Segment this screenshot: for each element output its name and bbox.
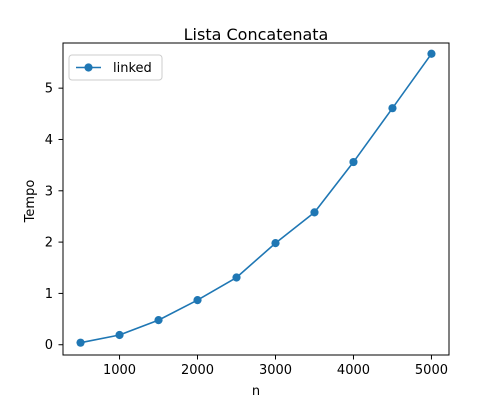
plot-area: 1000 2000 3000 4000 5000 0 1 2 3 4 5 linked (45, 42, 450, 378)
y-tick-label: 5 (45, 82, 53, 97)
data-point (232, 273, 241, 282)
y-axis-label: Tempo (23, 180, 38, 224)
chart-title: Lista Concatenata (184, 25, 329, 44)
x-axis-label: n (252, 384, 260, 399)
x-tick-label: 2000 (181, 363, 214, 378)
data-point (349, 157, 358, 167)
x-axis-ticks: 1000 2000 3000 4000 5000 (103, 355, 448, 378)
y-tick-label: 3 (45, 184, 53, 199)
legend-box (68, 54, 163, 81)
x-tick-label: 1000 (103, 363, 136, 378)
legend-point-marker (84, 63, 93, 72)
x-tick-label: 5000 (415, 363, 448, 378)
x-tick-label: 3000 (259, 363, 292, 378)
data-point (193, 295, 202, 305)
plot-frame (62, 42, 450, 356)
y-tick-label: 2 (45, 236, 53, 251)
data-point (271, 239, 280, 248)
x-tick-label: 4000 (337, 363, 370, 378)
data-point (310, 208, 319, 217)
data-point (427, 49, 436, 58)
y-tick-label: 0 (45, 338, 53, 353)
data-point (154, 316, 163, 325)
series-line-linked (79, 52, 433, 344)
data-point (76, 338, 85, 347)
data-point (115, 330, 124, 340)
legend-label: linked (113, 61, 152, 76)
y-tick-label: 1 (45, 287, 53, 302)
data-point (388, 104, 397, 113)
y-tick-label: 4 (45, 133, 53, 148)
y-axis-ticks: 0 1 2 3 4 5 (45, 82, 63, 353)
legend: linked (68, 54, 163, 81)
series-layer (76, 49, 436, 347)
